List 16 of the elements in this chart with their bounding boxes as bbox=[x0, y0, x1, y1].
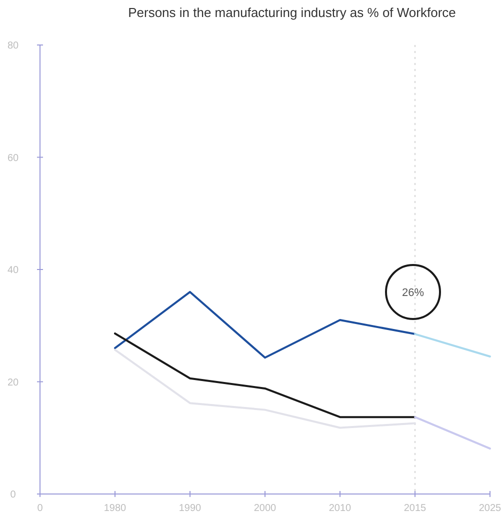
y-tick-label: 80 bbox=[7, 40, 19, 52]
y-tick-label: 40 bbox=[7, 265, 19, 276]
x-tick-label: 0 bbox=[37, 503, 44, 514]
annotation: 26% bbox=[402, 286, 424, 299]
chart-title: Persons in the manufacturing industry as % of Workforce bbox=[128, 5, 456, 20]
x-tick-label: 2010 bbox=[328, 503, 352, 514]
line-series bbox=[114, 332, 416, 418]
x-tick-label: 2000 bbox=[254, 503, 277, 514]
x-tick-label: 2025 bbox=[478, 503, 502, 514]
y-tick-label: 0 bbox=[10, 490, 16, 500]
line-series bbox=[114, 348, 416, 429]
x-tick-label: 1990 bbox=[178, 503, 202, 514]
y-tick-label: 60 bbox=[7, 152, 19, 164]
x-tick-label: 2015 bbox=[404, 503, 427, 514]
y-tick-label: 20 bbox=[7, 377, 19, 388]
x-tick-label: 1980 bbox=[104, 503, 127, 514]
